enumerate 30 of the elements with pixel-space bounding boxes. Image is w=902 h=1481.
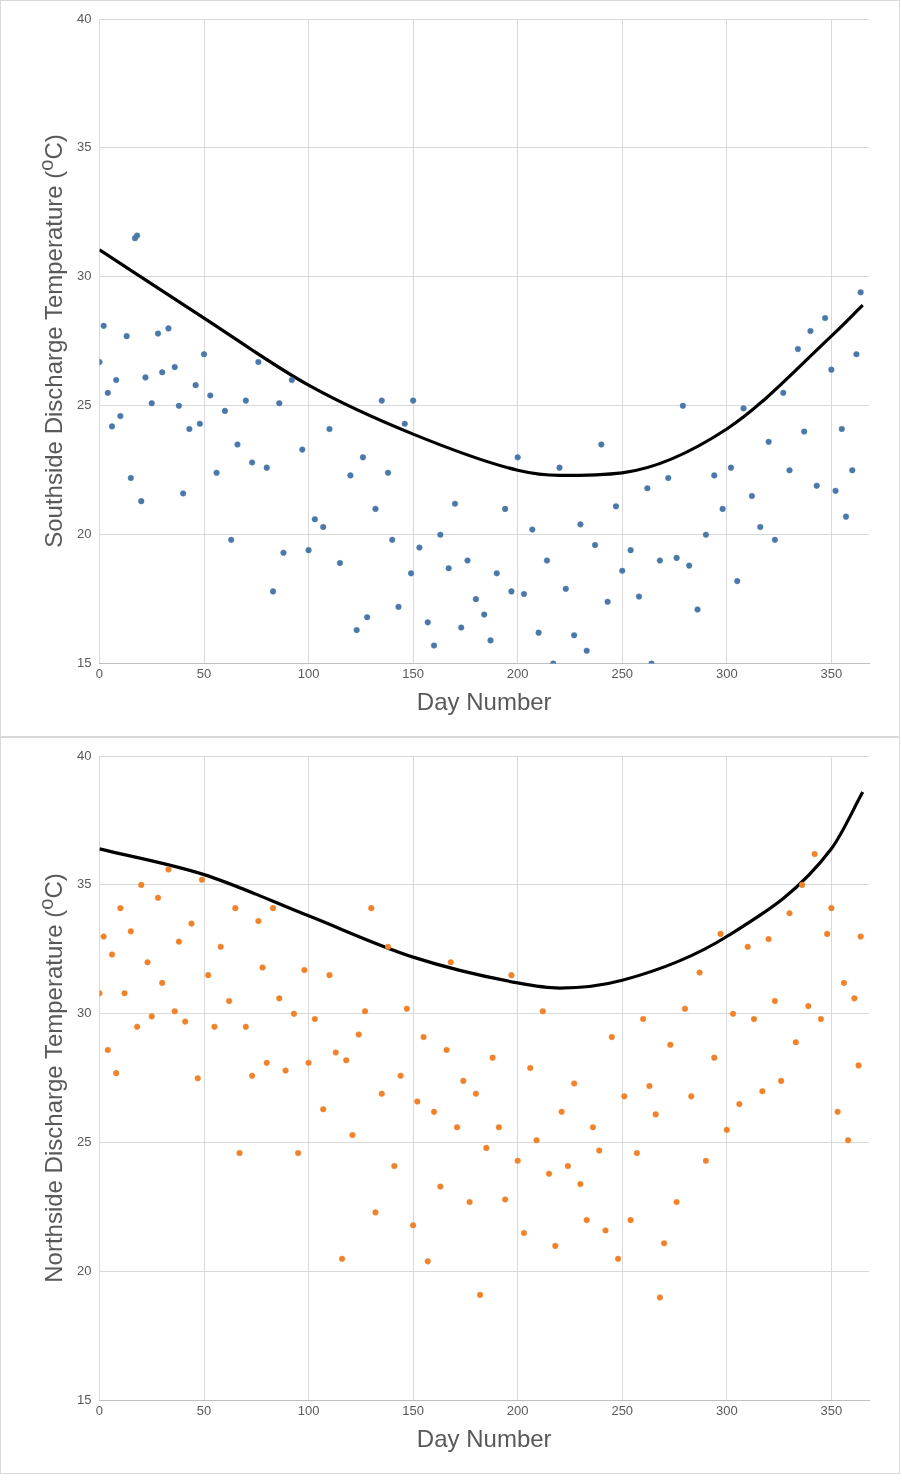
x-tick-label: 200 <box>506 665 529 681</box>
x-tick-label: 0 <box>95 665 104 681</box>
x-tick-label: 300 <box>715 665 738 681</box>
y-tick-label: 15 <box>76 1392 92 1408</box>
x-tick-label: 50 <box>196 1402 212 1418</box>
y-tick-label: 30 <box>76 268 92 284</box>
x-tick-label: 150 <box>402 665 424 681</box>
y-tick-label: 35 <box>76 139 92 155</box>
y-tick-label: 40 <box>76 10 92 26</box>
y-tick-label: 25 <box>76 1134 92 1150</box>
x-tick-label: 200 <box>506 1402 529 1418</box>
y-tick-label: 15 <box>76 655 92 671</box>
x-tick-label: 100 <box>297 1402 320 1418</box>
x-tick-label: 0 <box>95 1402 104 1418</box>
x-tick-label: 300 <box>715 1402 738 1418</box>
x-axis-title: Day Number <box>416 688 552 716</box>
y-tick-label: 40 <box>76 747 92 763</box>
x-tick-label: 50 <box>196 665 212 681</box>
x-tick-label: 250 <box>611 1402 634 1418</box>
y-tick-label: 25 <box>76 397 92 413</box>
y-tick-label: 20 <box>76 1263 92 1279</box>
x-axis-title: Day Number <box>416 1425 552 1453</box>
y-tick-label: 30 <box>76 1005 92 1021</box>
x-tick-label: 100 <box>297 665 320 681</box>
y-tick-label: 20 <box>76 526 92 542</box>
y-tick-label: 35 <box>76 876 92 892</box>
x-tick-label: 250 <box>611 665 634 681</box>
x-tick-label: 150 <box>402 1402 424 1418</box>
x-tick-label: 350 <box>820 665 843 681</box>
x-tick-label: 350 <box>820 1402 843 1418</box>
